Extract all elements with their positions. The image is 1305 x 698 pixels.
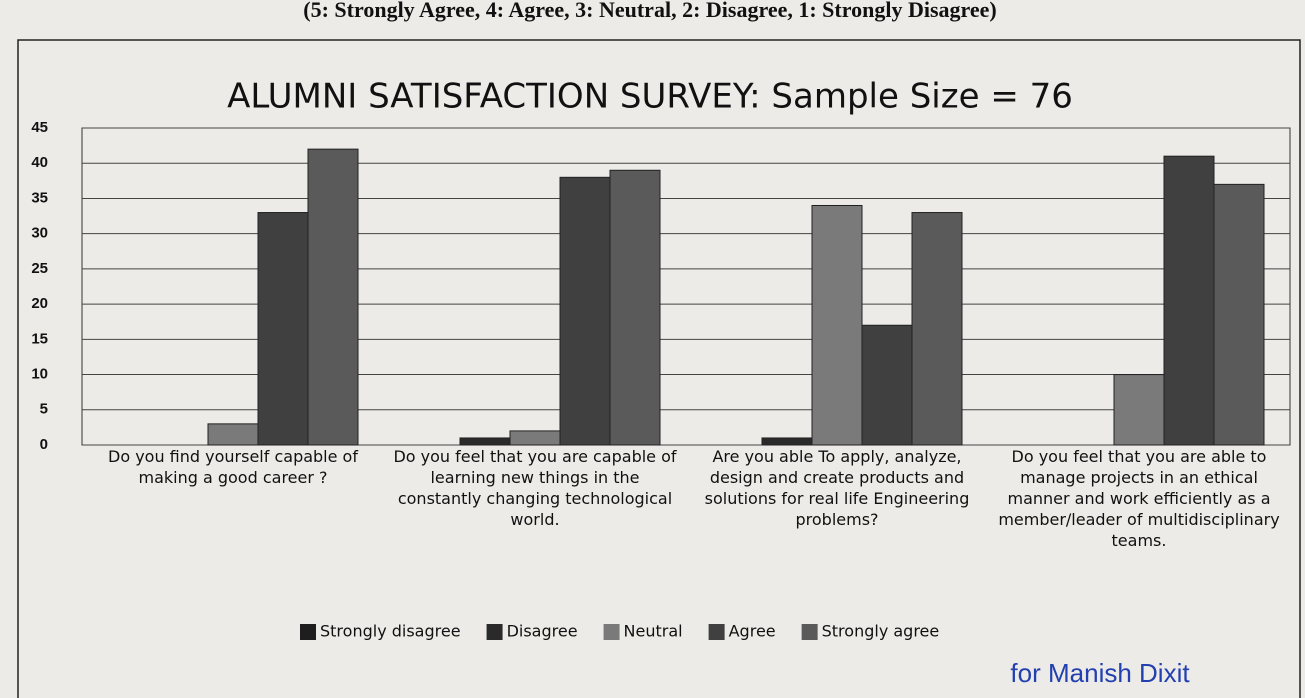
bar <box>761 437 813 446</box>
x-tick-label: Do you feel that you are able to manage … <box>998 447 1280 550</box>
legend-label: Agree <box>729 622 776 641</box>
bar <box>1213 183 1265 446</box>
y-tick-label: 20 <box>31 295 48 312</box>
x-tick-label: Are you able To apply, analyze, design a… <box>704 447 970 529</box>
frame <box>17 39 1301 698</box>
bar <box>307 148 359 446</box>
x-tick-label: Do you find yourself capable of making a… <box>108 447 358 487</box>
bar <box>257 212 309 446</box>
legend-label: Strongly disagree <box>320 622 461 641</box>
signature: for Manish Dixit <box>1010 658 1190 688</box>
header: (5: Strongly Agree, 4: Agree, 3: Neutral… <box>303 0 996 22</box>
y-tick-label: 45 <box>31 119 48 136</box>
legend-swatch <box>486 624 503 640</box>
y-tick-label: 30 <box>31 225 48 242</box>
y-tick-label: 25 <box>31 260 48 277</box>
legend-label: Neutral <box>624 622 683 641</box>
legend-label: Strongly agree <box>822 622 940 641</box>
y-tick-label: 10 <box>31 366 48 383</box>
bar <box>559 176 611 446</box>
legend-swatch <box>801 624 818 640</box>
bar <box>811 204 863 446</box>
legend-swatch <box>300 624 316 640</box>
legend-swatch <box>708 624 725 640</box>
bar <box>207 423 259 446</box>
y-tick-label: 40 <box>31 154 48 171</box>
bar <box>1113 374 1165 446</box>
x-tick-label: Do you feel that you are capable of lear… <box>393 447 677 529</box>
chart-title: ALUMNI SATISFACTION SURVEY: Sample Size … <box>227 77 1073 117</box>
bar <box>509 430 561 446</box>
legend-label: Disagree <box>507 622 578 641</box>
bar <box>609 169 661 446</box>
y-tick-label: 15 <box>31 330 48 347</box>
bar <box>861 324 913 446</box>
y-tick-label: 0 <box>40 436 48 453</box>
bar <box>911 212 963 446</box>
bar <box>459 437 511 446</box>
bar <box>1163 155 1215 446</box>
y-tick-label: 5 <box>40 401 48 418</box>
y-tick-label: 35 <box>31 189 48 206</box>
legend-swatch <box>603 624 620 640</box>
